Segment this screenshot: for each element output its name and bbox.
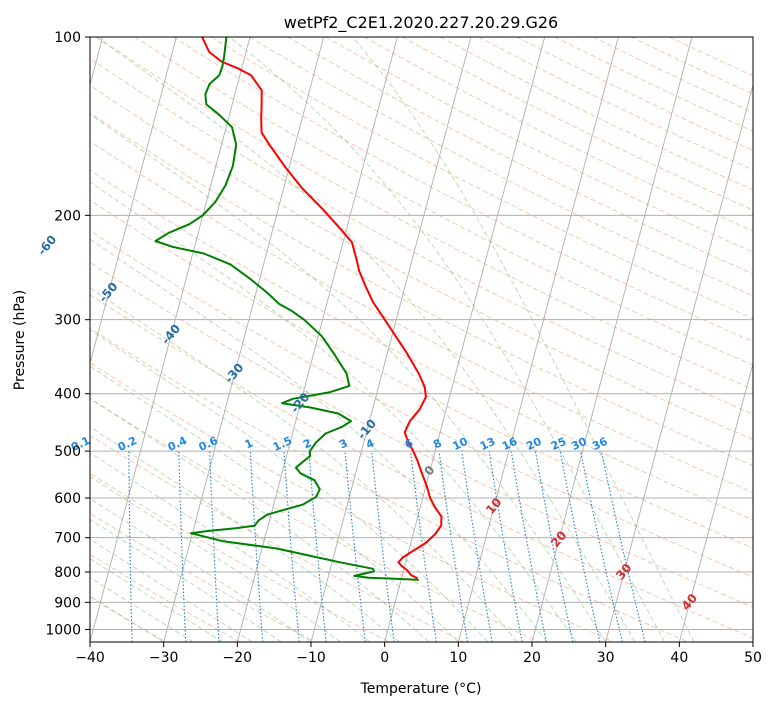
x-tick-label: −30 bbox=[149, 650, 179, 666]
y-tick-label: 100 bbox=[54, 30, 81, 46]
dry-adiabat-line bbox=[90, 112, 753, 467]
isotherm-line bbox=[90, 37, 251, 642]
series-layer bbox=[154, 37, 443, 581]
y-tick-label: 300 bbox=[54, 313, 81, 329]
x-tick-label: −20 bbox=[223, 650, 253, 666]
x-tick-label: 0 bbox=[380, 650, 389, 666]
isotherm-line bbox=[236, 37, 398, 642]
dry-adiabat-lines bbox=[90, 37, 753, 642]
pressure-gridlines bbox=[90, 37, 753, 630]
background-lines bbox=[90, 37, 753, 642]
isotherm-line bbox=[457, 37, 619, 642]
x-axis-label: Temperature (°C) bbox=[360, 681, 482, 697]
moist-adiabat-line bbox=[96, 37, 636, 642]
x-tick-label: −10 bbox=[296, 650, 326, 666]
mixing-ratio-line bbox=[580, 450, 623, 642]
isotherm-lines bbox=[90, 37, 753, 642]
x-tick-label: −40 bbox=[75, 650, 105, 666]
y-tick-label: 900 bbox=[54, 595, 81, 611]
mixing-ratio-label: 25 bbox=[549, 435, 568, 453]
mixing-ratio-line bbox=[128, 451, 133, 642]
dry-adiabat-line bbox=[90, 84, 753, 441]
y-tick-label: 800 bbox=[54, 565, 81, 581]
mixing-ratio-line bbox=[534, 451, 574, 642]
dry-adiabat-line bbox=[90, 434, 465, 642]
dry-adiabat-line bbox=[90, 294, 753, 639]
y-tick-label: 500 bbox=[54, 444, 81, 460]
plot-frame bbox=[89, 36, 754, 643]
mixing-ratio-line bbox=[559, 450, 601, 642]
isotherm-line bbox=[163, 37, 325, 642]
mixing-ratio-line bbox=[308, 451, 327, 642]
dry-adiabat-line bbox=[90, 473, 390, 642]
isotherm-line bbox=[605, 83, 753, 642]
x-tick-label: 30 bbox=[597, 650, 615, 666]
dry-adiabat-line bbox=[90, 512, 315, 642]
dry-adiabat-line bbox=[90, 397, 539, 642]
y-tick-label: 200 bbox=[54, 208, 81, 224]
mixing-ratio-lines bbox=[128, 450, 646, 642]
isotherm-line bbox=[531, 37, 693, 642]
moist-adiabat-line bbox=[90, 498, 312, 642]
dry-adiabat-line bbox=[90, 362, 614, 642]
x-tick-label: 10 bbox=[449, 650, 467, 666]
moist-adiabat-line bbox=[90, 426, 400, 642]
y-tick-label: 600 bbox=[54, 491, 81, 507]
moist-adiabat-line bbox=[90, 365, 459, 642]
dry-adiabat-line bbox=[134, 37, 753, 366]
moist-adiabat-line bbox=[90, 329, 489, 642]
isotherm-line bbox=[678, 361, 753, 642]
moist-adiabat-line bbox=[352, 37, 695, 642]
y-tick-label: 700 bbox=[54, 531, 81, 547]
moist-adiabat-line bbox=[90, 181, 577, 642]
y-axis-label: Pressure (hPa) bbox=[12, 290, 28, 390]
mixing-ratio-line bbox=[600, 450, 646, 642]
x-axis-ticks: −40 −30 −20 −10 0 10 20 30 40 50 bbox=[75, 642, 762, 666]
dry-adiabat-line bbox=[90, 199, 753, 549]
chart-title: wetPf2_C2E1.2020.227.20.29.G26 bbox=[284, 13, 558, 33]
mixing-ratio-line bbox=[283, 451, 300, 642]
dry-adiabat-line bbox=[249, 37, 753, 297]
y-tick-label: 400 bbox=[54, 387, 81, 403]
mixing-ratio-line bbox=[344, 451, 366, 642]
temperature-line bbox=[201, 37, 443, 580]
mixing-ratio-line bbox=[249, 451, 264, 642]
x-tick-label: 20 bbox=[523, 650, 541, 666]
moist-adiabat-lines bbox=[90, 37, 695, 642]
moist-adiabat-line bbox=[229, 37, 665, 642]
moist-adiabat-line bbox=[90, 475, 341, 642]
isotherm-line bbox=[310, 37, 472, 642]
dry-adiabat-line bbox=[90, 261, 753, 608]
x-tick-label: 40 bbox=[670, 650, 688, 666]
mixing-ratio-label: 13 bbox=[478, 435, 497, 453]
moist-adiabat-line bbox=[90, 238, 548, 642]
y-axis-ticks: 100 200 300 400 500 600 700 800 900 1000 bbox=[45, 30, 90, 638]
mixing-ratio-label: 36 bbox=[590, 435, 610, 453]
mixing-ratio-label: 30 bbox=[569, 435, 589, 453]
dry-adiabat-line bbox=[90, 140, 753, 493]
dry-adiabat-line bbox=[90, 327, 689, 642]
dry-adiabat-line bbox=[96, 37, 753, 390]
mixing-ratio-line bbox=[178, 451, 187, 642]
isotherm-line bbox=[90, 37, 177, 366]
moist-adiabat-line bbox=[90, 397, 430, 642]
y-tick-label: 1000 bbox=[45, 622, 81, 638]
isotherm-line bbox=[384, 37, 546, 642]
mixing-ratio-label: 16 bbox=[500, 435, 520, 453]
dewpoint-line bbox=[154, 37, 419, 581]
x-tick-label: 50 bbox=[744, 650, 762, 666]
mixing-ratio-label: 10 bbox=[451, 435, 471, 453]
moist-adiabat-line bbox=[90, 452, 371, 642]
dry-adiabat-line bbox=[90, 230, 753, 578]
mixing-ratio-label: 20 bbox=[524, 435, 544, 453]
moist-adiabat-line bbox=[90, 113, 607, 642]
mixing-ratio-line bbox=[209, 451, 220, 642]
